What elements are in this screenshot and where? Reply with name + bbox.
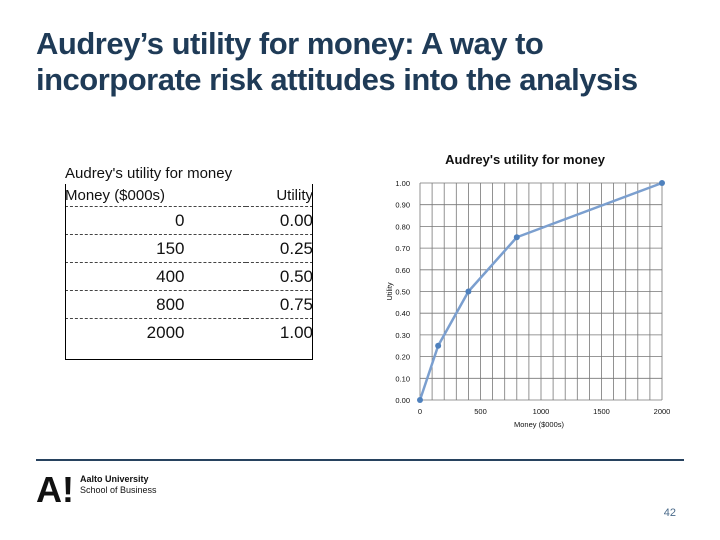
slide-title: Audrey’s utility for money: A way to inc… bbox=[36, 26, 696, 98]
y-tick-label: 0.90 bbox=[395, 201, 410, 210]
cell-money: 400 bbox=[65, 262, 247, 291]
logo-mark: A! bbox=[36, 469, 74, 510]
utility-table-block: Audrey's utility for money Money ($000s)… bbox=[65, 164, 315, 360]
logo-text: Aalto University School of Business bbox=[80, 474, 157, 496]
x-tick-label: 1500 bbox=[593, 407, 610, 416]
aalto-logo: A! Aalto University School of Business bbox=[36, 470, 176, 510]
data-point bbox=[435, 342, 442, 349]
page-number: 42 bbox=[663, 507, 676, 519]
cell-utility: 1.00 bbox=[246, 318, 313, 346]
x-tick-label: 500 bbox=[474, 407, 487, 416]
data-point bbox=[513, 234, 520, 241]
y-axis-label: Utility bbox=[385, 282, 394, 301]
y-tick-label: 1.00 bbox=[395, 179, 410, 188]
logo-school: School of Business bbox=[80, 485, 157, 495]
cell-utility: 0.00 bbox=[246, 206, 313, 235]
y-tick-label: 0.10 bbox=[395, 374, 410, 383]
logo-university: Aalto University bbox=[80, 474, 149, 484]
chart-title: Audrey's utility for money bbox=[445, 152, 606, 167]
x-tick-label: 1000 bbox=[533, 407, 550, 416]
table-caption: Audrey's utility for money bbox=[65, 165, 233, 182]
table-row: 800 0.75 bbox=[65, 290, 313, 319]
y-tick-label: 0.80 bbox=[395, 222, 410, 231]
column-header-utility: Utility bbox=[276, 186, 313, 204]
cell-money: 0 bbox=[65, 206, 247, 235]
column-header-money: Money ($000s) bbox=[65, 186, 166, 204]
table-row: 400 0.50 bbox=[65, 262, 313, 291]
slide-title-line1: Audrey’s utility for money: A way to bbox=[36, 26, 544, 61]
data-point bbox=[659, 180, 665, 186]
utility-table: Money ($000s) Utility 0 0.00 150 0.25 40… bbox=[65, 184, 313, 346]
table-row: 150 0.25 bbox=[65, 234, 313, 263]
y-tick-label: 0.50 bbox=[395, 288, 410, 297]
y-tick-label: 0.60 bbox=[395, 266, 410, 275]
cell-utility: 0.75 bbox=[246, 290, 313, 319]
y-tick-label: 0.20 bbox=[395, 353, 410, 362]
cell-money: 800 bbox=[65, 290, 247, 319]
table-row: 2000 1.00 bbox=[65, 318, 313, 346]
table-header-row: Money ($000s) Utility bbox=[65, 184, 313, 207]
cell-utility: 0.25 bbox=[246, 234, 313, 263]
data-point bbox=[465, 288, 472, 295]
utility-line-chart: Audrey's utility for money 0.00 0.10 0.20 0.… bbox=[385, 152, 671, 429]
table-row: 0 0.00 bbox=[65, 206, 313, 235]
y-tick-label: 0.40 bbox=[395, 309, 410, 318]
x-axis-label: Money ($000s) bbox=[514, 420, 565, 429]
y-tick-label: 0.00 bbox=[395, 396, 410, 405]
data-point bbox=[417, 397, 423, 403]
cell-money: 2000 bbox=[65, 318, 247, 346]
slide-title-line2: incorporate risk attitudes into the anal… bbox=[36, 62, 638, 97]
x-tick-label: 0 bbox=[418, 407, 422, 416]
footer-divider bbox=[36, 459, 684, 461]
cell-money: 150 bbox=[65, 234, 247, 263]
cell-utility: 0.50 bbox=[246, 262, 313, 291]
x-tick-label: 2000 bbox=[654, 407, 671, 416]
y-tick-label: 0.70 bbox=[395, 244, 410, 253]
y-tick-label: 0.30 bbox=[395, 331, 410, 340]
